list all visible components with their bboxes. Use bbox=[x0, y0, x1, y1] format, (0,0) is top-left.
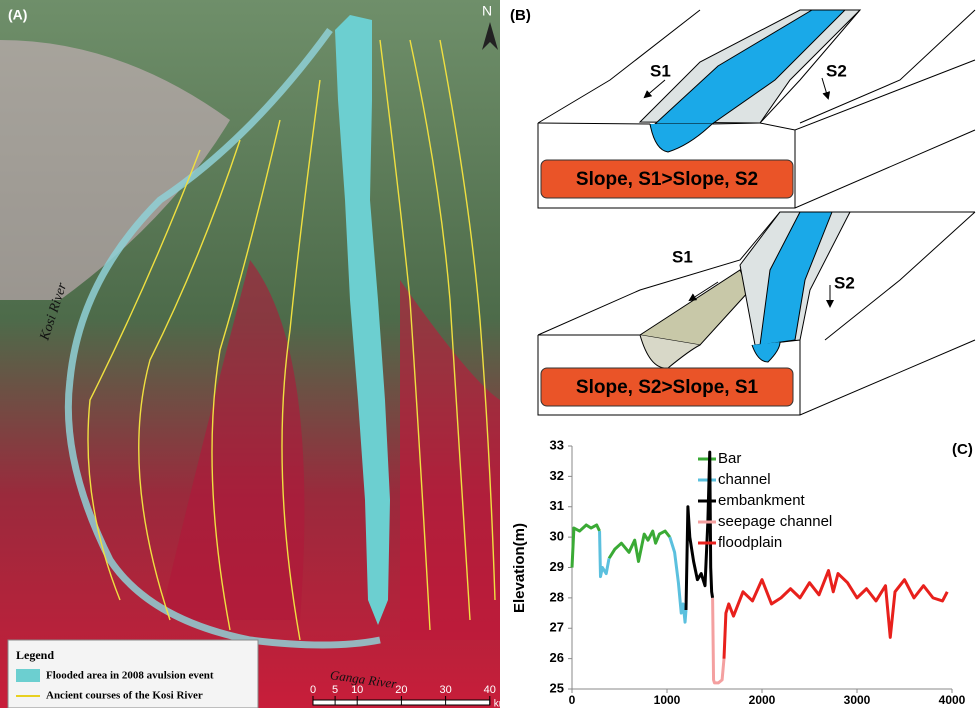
panel-label: (C) bbox=[952, 441, 973, 458]
slope-label: S2 bbox=[826, 61, 847, 80]
data-line bbox=[713, 598, 724, 683]
legend-label: floodplain bbox=[718, 534, 782, 551]
y-tick-label: 27 bbox=[550, 620, 564, 635]
slope-label: S1 bbox=[672, 247, 693, 266]
data-line bbox=[724, 571, 947, 659]
scale-label: 0 bbox=[310, 684, 316, 696]
y-tick-label: 25 bbox=[550, 680, 564, 695]
legend-label: seepage channel bbox=[718, 513, 832, 530]
panel-b: (B) S1 S2 Slope, S1>Slope, S2 S1 S bbox=[510, 7, 975, 415]
y-tick-label: 31 bbox=[550, 498, 564, 513]
caption: Slope, S1>Slope, S2 bbox=[576, 169, 758, 190]
y-tick-label: 32 bbox=[550, 468, 564, 483]
caption: Slope, S2>Slope, S1 bbox=[576, 377, 759, 398]
legend-title: Legend bbox=[16, 648, 54, 662]
panel-a: (A) N Kosi River Ganga River Legend Floo… bbox=[0, 0, 507, 708]
scale-label: 40 bbox=[484, 684, 496, 696]
x-tick-label: 4000 bbox=[939, 693, 966, 707]
y-tick-label: 28 bbox=[550, 589, 564, 604]
panel-label: (B) bbox=[510, 7, 531, 24]
data-line bbox=[686, 452, 713, 610]
y-tick-label: 30 bbox=[550, 529, 564, 544]
scale-label: 20 bbox=[395, 684, 407, 696]
slope-arrow bbox=[822, 78, 828, 98]
slope-label: S2 bbox=[834, 273, 855, 292]
data-line bbox=[572, 525, 670, 568]
y-tick-label: 26 bbox=[550, 650, 564, 665]
scale-unit: km bbox=[494, 699, 507, 708]
x-tick-label: 2000 bbox=[749, 693, 776, 707]
panel-c: (C) Elevation(m) 25 26 27 28 29 30 31 32 33 0 1000… bbox=[511, 437, 973, 707]
y-tick-label: 33 bbox=[550, 437, 564, 452]
x-tick-label: 1000 bbox=[654, 693, 681, 707]
figure: (A) N Kosi River Ganga River Legend Floo… bbox=[0, 0, 980, 708]
scale-label: 5 bbox=[332, 684, 338, 696]
legend-swatch bbox=[16, 669, 40, 682]
x-tick-label: 3000 bbox=[844, 693, 871, 707]
slope-arrow bbox=[645, 80, 665, 97]
legend-label: Bar bbox=[718, 450, 741, 467]
scale-label: 10 bbox=[351, 684, 363, 696]
legend-label: embankment bbox=[718, 492, 806, 509]
slope-label: S1 bbox=[650, 61, 671, 80]
panel-label: (A) bbox=[8, 7, 27, 23]
y-axis-title: Elevation(m) bbox=[511, 523, 528, 613]
legend-label: Flooded area in 2008 avulsion event bbox=[46, 670, 214, 682]
legend-label: channel bbox=[718, 471, 771, 488]
x-tick-label: 0 bbox=[569, 693, 576, 707]
north-label: N bbox=[482, 3, 492, 19]
legend-label: Ancient courses of the Kosi River bbox=[46, 690, 203, 702]
y-tick-label: 29 bbox=[550, 559, 564, 574]
scale-label: 30 bbox=[439, 684, 451, 696]
